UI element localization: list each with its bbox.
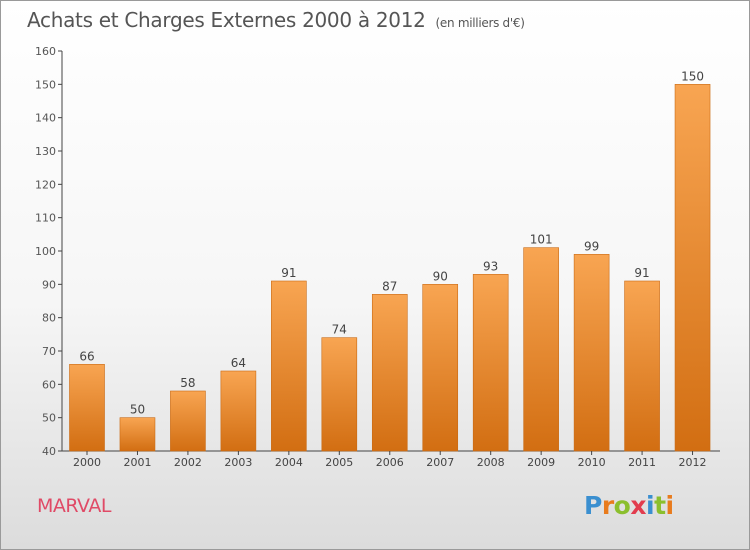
y-tick-label: 150 <box>35 78 56 91</box>
x-tick-label-2005: 2005 <box>325 456 353 469</box>
proxiti-logo: Proxiti <box>584 491 674 520</box>
chart-title-text: Achats et Charges Externes 2000 à 2012 <box>27 8 426 32</box>
bar-2003 <box>220 370 257 452</box>
logo-letter: x <box>630 491 646 520</box>
x-tick-label-2006: 2006 <box>376 456 404 469</box>
bar-2004 <box>271 280 307 452</box>
bar-2007 <box>422 284 459 452</box>
logo-letter: t <box>654 491 666 520</box>
x-tick-label-2002: 2002 <box>174 456 202 469</box>
place-name: MARVAL <box>37 495 111 517</box>
data-label-2007: 90 <box>433 269 448 283</box>
x-tick-label-2010: 2010 <box>578 456 606 469</box>
data-label-2006: 87 <box>382 279 397 293</box>
data-label-2009: 101 <box>530 233 553 247</box>
y-tick-label: 160 <box>35 45 56 58</box>
x-tick-label-2011: 2011 <box>628 456 656 469</box>
logo-letter: r <box>601 491 614 520</box>
x-tick-label-2000: 2000 <box>73 456 101 469</box>
y-tick-label: 90 <box>42 278 56 291</box>
y-tick-label: 60 <box>42 378 56 391</box>
y-tick-label: 140 <box>35 112 56 125</box>
bar-2005 <box>321 337 358 452</box>
y-tick-label: 130 <box>35 145 56 158</box>
y-tick-label: 70 <box>42 345 56 358</box>
x-tick-label-2003: 2003 <box>224 456 252 469</box>
bar-2002 <box>170 390 206 452</box>
data-label-2002: 58 <box>180 376 195 390</box>
chart-subtitle: (en milliers d'€) <box>435 16 525 30</box>
y-tick-label: 50 <box>42 412 56 425</box>
logo-letter: P <box>584 491 602 520</box>
data-label-2008: 93 <box>483 259 498 273</box>
data-label-2005: 74 <box>332 323 347 337</box>
x-tick-label-2009: 2009 <box>527 456 555 469</box>
data-label-2003: 64 <box>231 356 246 370</box>
bar-2010 <box>573 254 610 452</box>
data-label-2011: 91 <box>634 266 649 280</box>
bar-2009 <box>523 247 559 452</box>
y-tick-label: 110 <box>35 212 56 225</box>
x-tick-label-2007: 2007 <box>426 456 454 469</box>
logo-letter: o <box>613 491 631 520</box>
bar-2006 <box>371 294 408 452</box>
y-tick-label: 40 <box>42 445 56 458</box>
bar-2001 <box>119 417 156 452</box>
x-tick-label-2012: 2012 <box>679 456 707 469</box>
bar-2012 <box>674 84 711 452</box>
bar-2011 <box>624 280 660 452</box>
data-label-2004: 91 <box>281 266 296 280</box>
y-tick-label: 80 <box>42 312 56 325</box>
logo-letter: i <box>646 491 655 520</box>
bar-2008 <box>472 274 509 452</box>
y-tick-label: 100 <box>35 245 56 258</box>
bar-2000 <box>69 364 105 452</box>
chart-title: Achats et Charges Externes 2000 à 2012 (e… <box>27 8 525 32</box>
x-tick-label-2001: 2001 <box>123 456 151 469</box>
logo-letter: i <box>665 491 675 520</box>
data-label-2012: 150 <box>681 69 704 83</box>
x-tick-label-2004: 2004 <box>275 456 303 469</box>
x-tick-label-2008: 2008 <box>477 456 505 469</box>
data-label-2010: 99 <box>584 239 599 253</box>
data-label-2001: 50 <box>130 403 145 417</box>
data-label-2000: 66 <box>79 349 94 363</box>
y-tick-label: 120 <box>35 178 56 191</box>
